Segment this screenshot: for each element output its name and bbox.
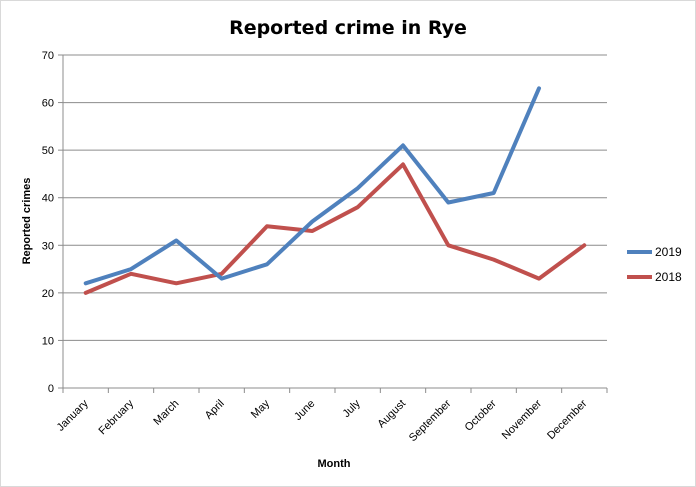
x-tick-label: September bbox=[407, 397, 454, 444]
y-tick-label: 20 bbox=[42, 288, 54, 300]
x-tick-label: March bbox=[151, 398, 181, 428]
x-tick-label: December bbox=[545, 397, 590, 442]
x-tick-label: October bbox=[463, 397, 499, 433]
x-tick-label: April bbox=[203, 398, 227, 422]
x-tick-label: November bbox=[500, 397, 545, 442]
series-line-2018 bbox=[83, 162, 587, 295]
y-tick-label: 70 bbox=[42, 50, 54, 62]
x-axis-title: Month bbox=[318, 458, 351, 470]
y-tick-label: 40 bbox=[42, 193, 54, 205]
y-tick-label: 50 bbox=[42, 145, 54, 157]
y-tick-label: 30 bbox=[42, 240, 54, 252]
x-tick-label: February bbox=[97, 397, 137, 437]
x-tick-label: January bbox=[55, 397, 92, 434]
series-lines bbox=[83, 86, 587, 295]
legend: 2019 2018 bbox=[627, 245, 682, 284]
y-tick-label: 10 bbox=[42, 335, 54, 347]
series-line-2019 bbox=[83, 86, 541, 286]
x-axis-ticks: January February March April May June July Augu… bbox=[55, 388, 608, 444]
legend-label-2019: 2019 bbox=[655, 245, 682, 259]
x-tick-label: July bbox=[340, 397, 363, 420]
x-tick-label: June bbox=[292, 398, 317, 423]
y-axis-ticks: 0 10 20 30 40 50 60 70 bbox=[42, 50, 54, 395]
y-tick-label: 0 bbox=[48, 383, 54, 395]
y-axis-title: Reported crimes bbox=[21, 178, 33, 265]
legend-label-2018: 2018 bbox=[655, 270, 682, 284]
y-tick-label: 60 bbox=[42, 98, 54, 110]
x-tick-label: May bbox=[249, 397, 273, 421]
chart-title: Reported crime in Rye bbox=[229, 17, 467, 39]
x-tick-label: August bbox=[375, 398, 408, 431]
